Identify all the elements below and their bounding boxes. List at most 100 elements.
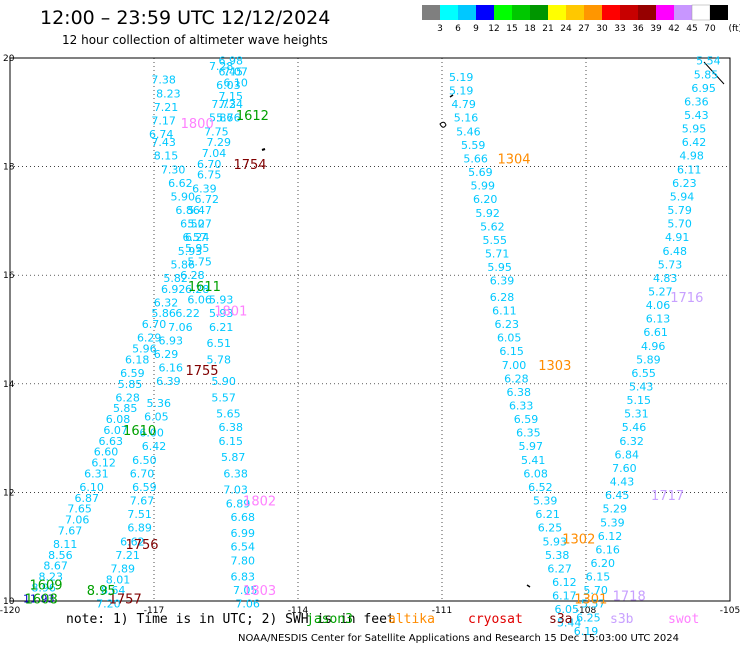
swh-value: 8.15 xyxy=(154,150,179,163)
page-title: 12:00 – 23:59 UTC 12/12/2024 xyxy=(40,7,331,29)
colorbar-tick-label: 30 xyxy=(596,24,608,34)
colorbar-swatch xyxy=(512,5,530,20)
swh-value: 5.44 xyxy=(557,617,582,630)
swh-value: 5.93 xyxy=(209,294,234,307)
swh-value: 6.12 xyxy=(552,576,577,589)
pass-time-label: 1612 xyxy=(236,109,269,124)
legend-s3b: s3b xyxy=(610,612,634,627)
swh-value: 6.15 xyxy=(586,571,611,584)
swh-value: 5.41 xyxy=(521,454,546,467)
swh-value: 8.96 xyxy=(31,581,56,594)
pass-time-label: 1302 xyxy=(562,533,595,548)
swh-value: 6.05 xyxy=(497,332,522,345)
swh-value: 6.33 xyxy=(509,400,534,413)
pass-time-label: 1754 xyxy=(233,158,266,173)
swh-value: 6.60 xyxy=(94,446,119,459)
pass-time-label: 1756 xyxy=(125,538,158,553)
swh-value: 6.35 xyxy=(516,427,541,440)
colorbar-swatch xyxy=(494,5,512,20)
colorbar-tick-label: 42 xyxy=(668,24,679,34)
swh-value: 7.80 xyxy=(231,554,256,567)
swh-value: 5.96 xyxy=(132,343,157,356)
swh-value: 7.15 xyxy=(219,90,244,103)
swh-value: 6.12 xyxy=(91,457,116,470)
swh-value: 7.51 xyxy=(127,508,152,521)
swh-value: 5.92 xyxy=(475,207,500,220)
swh-value: 6.75 xyxy=(197,169,222,182)
swh-value: 7.21 xyxy=(115,549,140,562)
swh-value: 5.86 xyxy=(151,307,176,320)
swh-value: 6.29 xyxy=(154,348,179,361)
swh-value: 5.86 xyxy=(209,112,234,125)
swh-value: 6.08 xyxy=(523,467,548,480)
page-subtitle: 12 hour collection of altimeter wave hei… xyxy=(62,33,328,47)
coastline-marks xyxy=(261,61,725,588)
swh-value: 7.67 xyxy=(58,524,83,537)
swh-value: 6.11 xyxy=(677,163,702,176)
colorbar-swatch xyxy=(620,5,638,20)
swh-value: 6.28 xyxy=(180,269,205,282)
swh-value: 6.32 xyxy=(619,435,644,448)
pass-time-label: 1801 xyxy=(214,304,247,319)
swh-value: 6.39 xyxy=(156,375,181,388)
pass-time-label: 1718 xyxy=(613,590,646,605)
swh-value: 6.50 xyxy=(132,454,157,467)
swh-value: 7.04 xyxy=(202,147,227,160)
colorbar-swatch xyxy=(674,5,692,20)
swh-value: 5.78 xyxy=(207,353,232,366)
swh-value: 6.70 xyxy=(142,318,167,331)
swh-value: 8.23 xyxy=(39,571,64,584)
swh-value: 5.95 xyxy=(185,242,210,255)
swh-value: 4.83 xyxy=(653,272,678,285)
swh-value: 6.05 xyxy=(555,603,580,616)
swh-value: 5.73 xyxy=(658,258,683,271)
swh-value: 7.20 xyxy=(96,598,121,611)
colorbar-swatch xyxy=(710,5,728,20)
pass-time-label: 1716 xyxy=(670,291,703,306)
colorbar-tick-label: 12 xyxy=(488,24,499,34)
swh-value: 7.06 xyxy=(168,321,193,334)
swh-value: 6.95 xyxy=(691,82,716,95)
legend-swot: swot xyxy=(668,612,700,627)
colorbar-swatch xyxy=(584,5,602,20)
swh-value: 5.95 xyxy=(682,123,707,136)
swh-value: 6.87 xyxy=(75,492,100,505)
swh-value: 5.86 xyxy=(171,258,196,271)
swh-value: 7.07 xyxy=(223,66,248,79)
colorbar-swatch xyxy=(440,5,458,20)
colorbar-tick-label: 6 xyxy=(455,24,461,34)
swh-value: 5.95 xyxy=(487,261,512,274)
swh-value: 6.38 xyxy=(219,421,244,434)
swh-value: 6.29 xyxy=(137,332,162,345)
y-tick-label: 20 xyxy=(3,54,15,64)
swh-value: 6.42 xyxy=(142,440,167,453)
swh-value: 6.19 xyxy=(574,625,599,638)
y-tick-label: 16 xyxy=(3,271,15,281)
swh-value: 5.71 xyxy=(485,247,510,260)
swh-value: 4.91 xyxy=(665,231,690,244)
swh-value: 8.01 xyxy=(106,573,131,586)
swh-value: 6.38 xyxy=(507,386,532,399)
swh-value: 5.76 xyxy=(216,112,241,125)
swh-value: 5.75 xyxy=(187,256,212,269)
swh-value: 7.72 xyxy=(211,98,236,111)
colorbar-swatch xyxy=(691,4,711,21)
colorbar-swatch xyxy=(656,5,674,20)
swh-value: 6.50 xyxy=(180,218,205,231)
swh-value: 6.72 xyxy=(195,193,220,206)
swh-value: 7.75 xyxy=(204,125,229,138)
swh-value: 5.99 xyxy=(471,180,496,193)
swh-value: 7.60 xyxy=(612,462,637,475)
swh-value: 6.16 xyxy=(159,362,184,375)
colorbar-tick-label: 21 xyxy=(542,24,553,34)
swh-value: 5.31 xyxy=(624,408,649,421)
swh-value: 5.70 xyxy=(667,218,692,231)
swh-value: 5.85 xyxy=(118,378,143,391)
swh-value: 4.43 xyxy=(610,476,635,489)
colorbar-tick-label: 18 xyxy=(524,24,536,34)
swh-value: 6.12 xyxy=(598,530,623,543)
pass-time-label: 1304 xyxy=(497,152,530,167)
swh-value: 6.54 xyxy=(231,541,256,554)
